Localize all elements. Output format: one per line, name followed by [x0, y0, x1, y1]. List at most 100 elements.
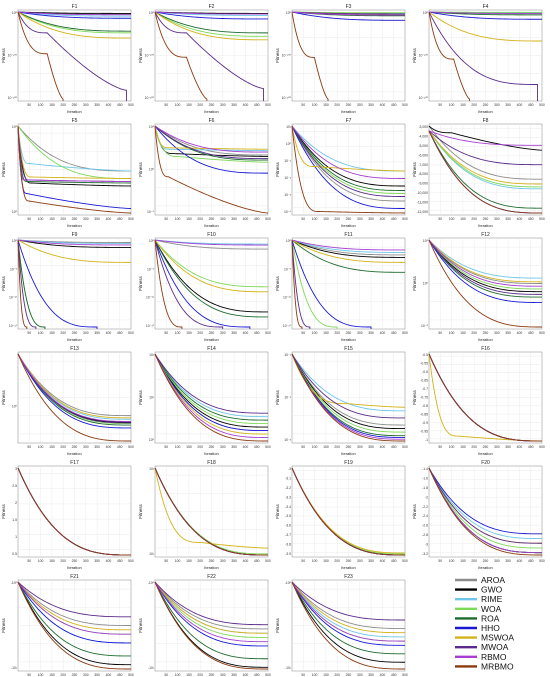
series-line-aroa — [291, 239, 405, 256]
subplot-F1: F1 Fitness Iteration 50 100 150 200 250 300 350 40… — [1, 4, 134, 114]
x-axis-label: Iteration — [478, 337, 492, 342]
x-tick-label: 300 — [220, 217, 226, 221]
x-tick-label: 100 — [38, 673, 44, 677]
y-tick-label: -8,000 — [418, 172, 428, 176]
x-axis-label: Iteration — [478, 565, 492, 570]
y-tick-label: -3.2 — [422, 552, 428, 556]
series-line-roa — [428, 239, 542, 298]
x-tick-label: 350 — [368, 103, 374, 107]
y-tick-label: 10⁻¹ — [284, 159, 292, 163]
x-tick-label: 50 — [438, 559, 442, 563]
series-line-hho — [154, 11, 268, 20]
series-line-hho — [428, 11, 542, 20]
x-tick-label: 250 — [483, 445, 489, 449]
x-tick-label: 50 — [301, 673, 305, 677]
x-tick-label: 400 — [380, 103, 386, 107]
y-tick-label: -0.9 — [422, 421, 428, 425]
series-line-rbmo — [291, 11, 405, 16]
series-line-roa — [17, 353, 131, 426]
y-axis-label: Fitness — [1, 504, 6, 519]
x-tick-label: 50 — [438, 331, 442, 335]
series-line-rbmo — [154, 581, 269, 643]
series-line-mswoa — [428, 130, 542, 185]
x-tick-label: 100 — [38, 217, 44, 221]
series-line-mrbmo — [17, 239, 28, 329]
x-tick-label: 100 — [449, 217, 455, 221]
y-tick-label: 10⁻⁴ — [284, 210, 292, 214]
x-tick-label: 200 — [471, 559, 477, 563]
series-line-mrbmo — [291, 467, 405, 556]
series-line-mrbmo — [17, 353, 131, 442]
x-tick-label: 450 — [528, 559, 534, 563]
y-axis-label: Fitness — [1, 276, 6, 291]
subplot-title: F18 — [207, 460, 216, 466]
series-line-mwoa — [428, 130, 542, 166]
x-tick-label: 100 — [449, 445, 455, 449]
series-line-mswoa — [154, 125, 269, 150]
series-line-rime — [428, 239, 542, 279]
series-line-mrbmo — [291, 581, 405, 670]
series-line-mwoa — [154, 239, 224, 329]
x-tick-label: 150 — [49, 217, 55, 221]
x-tick-label: 400 — [380, 331, 386, 335]
x-axis-label: Iteration — [478, 223, 492, 228]
x-axis-label: Iteration — [67, 223, 81, 228]
series-line-mswoa — [154, 239, 268, 293]
x-tick-label: 150 — [323, 673, 329, 677]
x-tick-label: 100 — [175, 559, 181, 563]
x-tick-label: 50 — [164, 673, 168, 677]
y-tick-label: -3.3 — [285, 495, 291, 499]
series-line-mswoa — [17, 239, 131, 263]
x-tick-label: 300 — [357, 559, 363, 563]
x-tick-label: 450 — [528, 103, 534, 107]
y-tick-label: 10⁵ — [12, 125, 18, 129]
series-line-aroa — [154, 581, 268, 630]
series-line-aroa — [17, 125, 131, 172]
subplot-F5: F5 Fitness Iteration 50 100 150 200 250 300 350 40… — [1, 118, 134, 228]
y-axis-label: Fitness — [412, 48, 417, 63]
series-line-mrbmo — [154, 581, 268, 670]
series-line-roa — [428, 11, 542, 16]
x-tick-label: 300 — [220, 445, 226, 449]
legend-label-mswoa: MSWOA — [481, 633, 514, 643]
y-tick-label: 10⁻¹⁰⁰ — [419, 54, 429, 58]
series-line-woa — [154, 353, 268, 425]
x-tick-label: 200 — [197, 559, 203, 563]
x-tick-label: 500 — [265, 217, 271, 221]
subplot-title: F21 — [70, 574, 79, 580]
series-line-mrbmo — [428, 353, 542, 442]
legend-label-rbmo: RBMO — [481, 652, 507, 662]
series-line-aroa — [154, 239, 268, 250]
subplot-F21: F21FitnessIteration501001502002503003504… — [1, 574, 134, 677]
x-tick-label: 100 — [449, 103, 455, 107]
x-tick-label: 450 — [391, 445, 397, 449]
series-line-mrbmo — [17, 11, 64, 101]
subplot-F8: F8 Fitness Iteration 50 100 150 200 250 300 350 40… — [412, 118, 545, 228]
y-tick-label: 10² — [149, 467, 155, 471]
x-tick-label: 400 — [517, 103, 523, 107]
series-line-mswoa — [291, 239, 405, 263]
x-tick-label: 150 — [49, 331, 55, 335]
x-axis-label: Iteration — [67, 337, 81, 342]
series-line-mwoa — [291, 125, 405, 197]
y-tick-label: -0.8 — [422, 404, 428, 408]
series-line-rbmo — [154, 353, 268, 438]
x-tick-label: 450 — [117, 559, 123, 563]
series-line-woa — [17, 11, 131, 34]
y-tick-label: 10⁻¹⁰ — [283, 296, 292, 300]
x-tick-label: 250 — [72, 559, 78, 563]
x-tick-label: 300 — [494, 331, 500, 335]
x-tick-label: 250 — [209, 103, 215, 107]
legend-label-gwo: GWO — [481, 585, 503, 595]
x-tick-label: 150 — [186, 673, 192, 677]
series-line-gwo — [428, 125, 543, 151]
subplot-F11: F11 Fitness Iteration 50 100 150 200 250 300 350 4… — [275, 232, 408, 342]
subplot-title: F3 — [346, 4, 352, 10]
x-tick-label: 200 — [334, 103, 340, 107]
x-tick-label: 450 — [117, 445, 123, 449]
y-tick-label: 10⁻⁵ — [284, 267, 292, 271]
x-tick-label: 300 — [494, 103, 500, 107]
y-axis-label: Fitness — [138, 48, 143, 63]
series-line-hho — [291, 125, 405, 209]
